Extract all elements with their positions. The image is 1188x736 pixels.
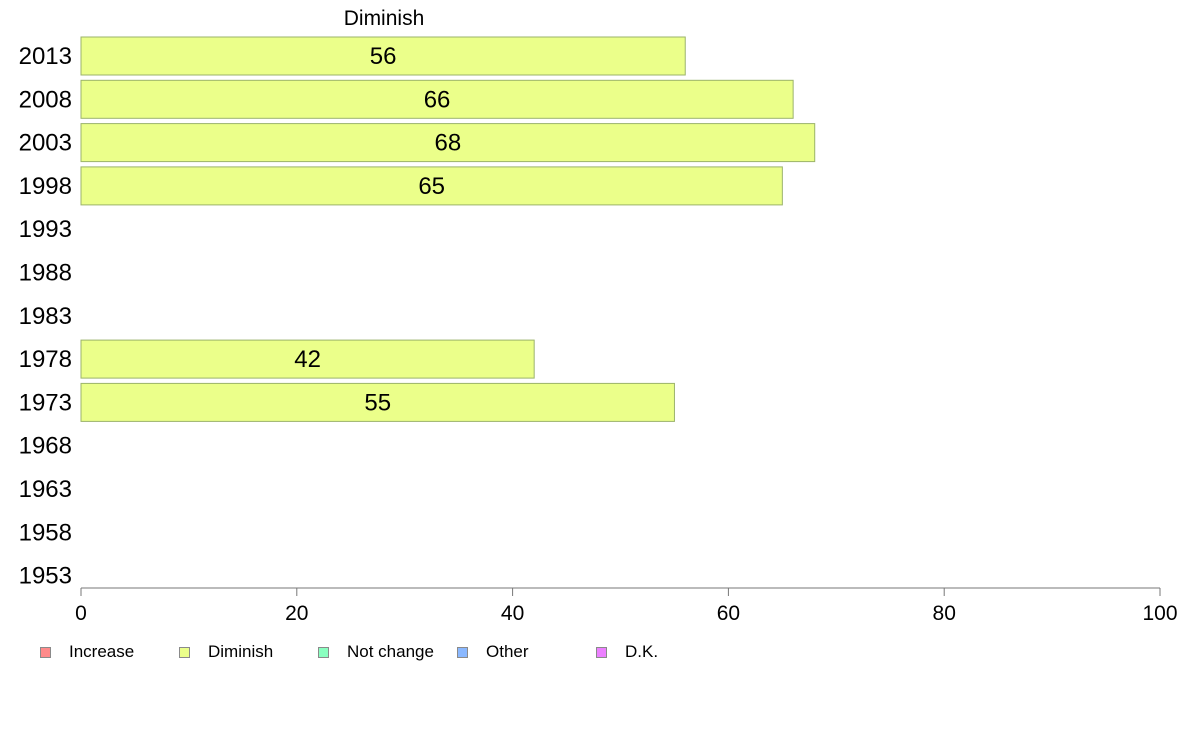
category-label-1968: 1968 — [19, 433, 72, 460]
legend-item-not-change: Not change — [318, 642, 434, 662]
bar-2013 — [80, 36, 686, 76]
legend-swatch-other — [457, 646, 468, 658]
data-label-2003: 68 — [435, 130, 462, 157]
data-label-2008: 66 — [424, 86, 451, 113]
legend-label: Other — [486, 642, 529, 661]
x-tick-label-20: 20 — [285, 602, 308, 625]
legend-label: Not change — [347, 642, 434, 661]
legend-swatch-dk — [596, 646, 607, 658]
bar-1978 — [80, 339, 535, 379]
x-tick-label-80: 80 — [933, 602, 956, 625]
data-label-1978: 42 — [294, 346, 321, 373]
legend-label: Increase — [69, 642, 135, 661]
category-label-2003: 2003 — [19, 130, 72, 157]
bar-series-diminish: 56 66 68 65 42 55 — [80, 36, 816, 422]
category-label-1993: 1993 — [19, 216, 72, 243]
category-label-1963: 1963 — [19, 476, 72, 503]
x-tick-label-40: 40 — [501, 602, 524, 625]
category-label-2008: 2008 — [19, 86, 72, 113]
chart-title: Diminish — [344, 7, 425, 30]
x-tick-label-0: 0 — [75, 602, 87, 625]
legend-label: D.K. — [625, 642, 659, 661]
category-axis: 2013 2008 2003 1998 1993 1988 1983 1978 1973 1968… — [19, 43, 72, 590]
bar-1998 — [80, 166, 783, 206]
category-label-1988: 1988 — [19, 260, 72, 287]
bar-chart: Diminish 2013 2008 2003 1998 1993 1988 1983 197… — [19, 7, 1178, 625]
data-label-1998: 65 — [418, 173, 445, 200]
category-label-2013: 2013 — [19, 43, 72, 70]
category-label-1983: 1983 — [19, 303, 72, 330]
category-label-1978: 1978 — [19, 346, 72, 373]
data-label-1973: 55 — [364, 389, 391, 416]
legend-swatch-increase — [40, 646, 51, 658]
category-label-1998: 1998 — [19, 173, 72, 200]
category-label-1953: 1953 — [19, 563, 72, 590]
bar-2008 — [80, 79, 794, 119]
bar-2003 — [80, 123, 816, 163]
legend-label: Diminish — [208, 642, 274, 661]
x-tick-label-60: 60 — [717, 602, 740, 625]
legend-item-diminish: Diminish — [179, 642, 273, 662]
legend-swatch-not-change — [318, 646, 329, 658]
legend-item-other: Other — [457, 642, 529, 662]
category-label-1958: 1958 — [19, 519, 72, 546]
x-tick-label-100: 100 — [1142, 602, 1177, 625]
data-label-2013: 56 — [370, 43, 397, 70]
legend-swatch-diminish — [179, 646, 190, 658]
bar-1973 — [80, 382, 675, 422]
legend-item-increase: Increase — [40, 642, 134, 662]
category-label-1973: 1973 — [19, 389, 72, 416]
legend-item-dk: D.K. — [596, 642, 658, 662]
value-axis: 0 20 40 60 80 100 — [75, 587, 1178, 625]
